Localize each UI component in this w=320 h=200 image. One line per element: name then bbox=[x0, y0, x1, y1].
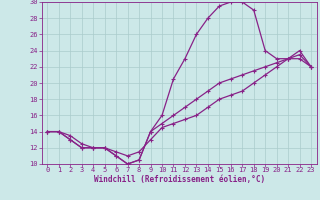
X-axis label: Windchill (Refroidissement éolien,°C): Windchill (Refroidissement éolien,°C) bbox=[94, 175, 265, 184]
